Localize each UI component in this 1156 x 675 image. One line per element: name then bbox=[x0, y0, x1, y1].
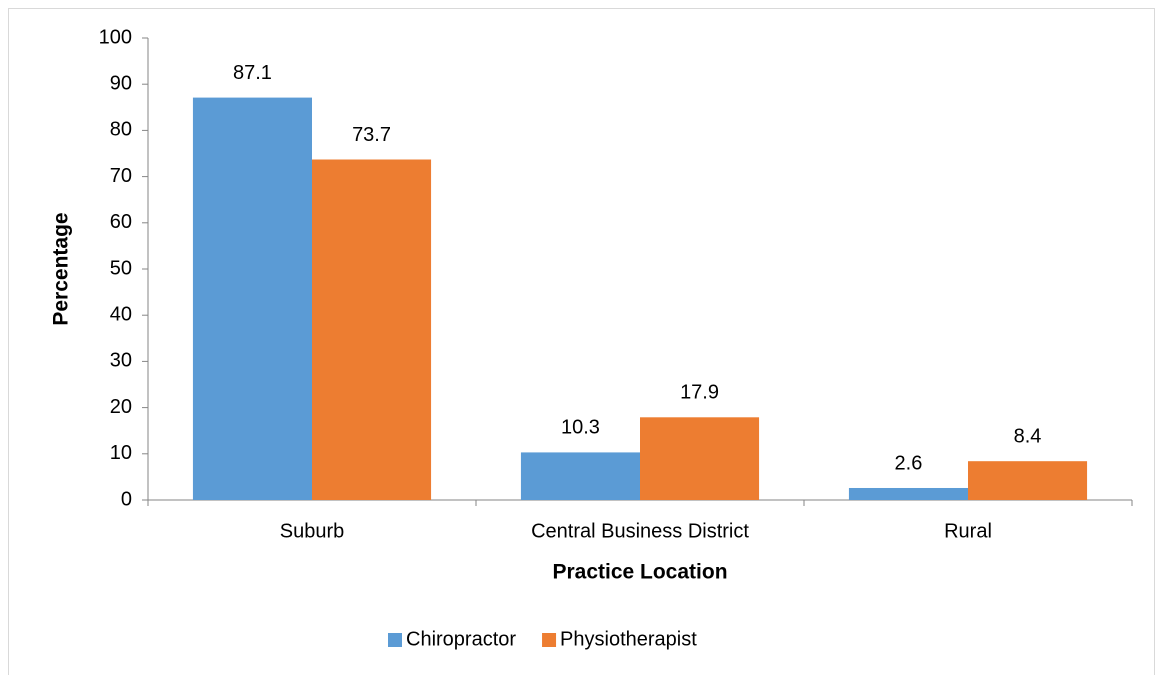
y-tick-label: 80 bbox=[110, 119, 132, 141]
y-tick-label: 40 bbox=[110, 303, 132, 325]
legend-label: Physiotherapist bbox=[560, 628, 697, 650]
bar bbox=[848, 487, 968, 500]
legend-label: Chiropractor bbox=[406, 628, 516, 650]
y-tick-label: 100 bbox=[99, 26, 132, 48]
y-tick-label: 90 bbox=[110, 72, 132, 94]
data-label: 10.3 bbox=[561, 417, 600, 439]
data-label: 73.7 bbox=[352, 124, 391, 146]
bar bbox=[640, 417, 760, 500]
y-axis-title: Percentage bbox=[50, 212, 73, 325]
x-axis-title: Practice Location bbox=[552, 561, 727, 584]
y-tick-label: 20 bbox=[110, 396, 132, 418]
bar bbox=[968, 461, 1088, 500]
y-tick-label: 10 bbox=[110, 442, 132, 464]
y-tick-label: 0 bbox=[121, 488, 132, 510]
y-tick-label: 70 bbox=[110, 165, 132, 187]
legend-swatch bbox=[388, 633, 402, 647]
bar bbox=[312, 159, 432, 501]
data-label: 8.4 bbox=[1014, 425, 1042, 447]
y-tick-label: 60 bbox=[110, 211, 132, 233]
y-tick-label: 50 bbox=[110, 257, 132, 279]
y-tick-label: 30 bbox=[110, 350, 132, 372]
bar bbox=[520, 452, 640, 500]
x-tick-label: Rural bbox=[944, 520, 992, 542]
bar bbox=[192, 97, 312, 501]
x-tick-label: Central Business District bbox=[531, 520, 749, 542]
data-label: 87.1 bbox=[233, 62, 272, 84]
chart-frame bbox=[8, 8, 1155, 675]
x-tick-label: Suburb bbox=[280, 520, 345, 542]
data-label: 17.9 bbox=[680, 382, 719, 404]
data-label: 2.6 bbox=[895, 452, 923, 474]
legend-swatch bbox=[542, 633, 557, 647]
